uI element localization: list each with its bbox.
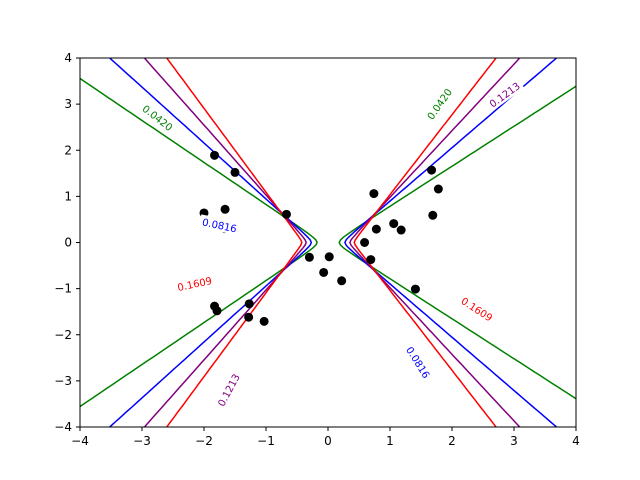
y-tick-label: 0 <box>64 236 72 250</box>
data-point <box>360 238 370 247</box>
contour-line-0.1213-left <box>143 58 308 427</box>
x-tick-label: −2 <box>195 434 213 448</box>
y-axis-ticks: −4 −3 −2 −1 0 1 2 3 4 <box>54 51 80 434</box>
data-point <box>428 210 438 220</box>
x-tick-label: −4 <box>71 434 89 448</box>
contour-line-0.1213-right <box>349 58 521 427</box>
y-tick-label: −2 <box>54 328 72 342</box>
data-point <box>427 165 437 175</box>
data-point <box>366 255 376 265</box>
contour-line-0.0420-right <box>338 85 576 400</box>
data-point <box>304 252 314 262</box>
contour-line-0.0816-right <box>344 58 558 427</box>
x-tick-label: 2 <box>448 434 456 448</box>
data-point <box>259 316 269 326</box>
y-tick-label: −4 <box>54 420 72 434</box>
data-point <box>371 224 381 234</box>
data-point <box>210 150 220 160</box>
data-point <box>410 284 420 294</box>
data-point <box>244 299 254 309</box>
data-point <box>389 219 399 229</box>
data-point <box>212 306 222 316</box>
data-point <box>324 252 334 262</box>
y-tick-label: 2 <box>64 143 72 157</box>
y-tick-label: −1 <box>54 282 72 296</box>
data-point <box>337 276 347 286</box>
x-tick-label: 3 <box>510 434 518 448</box>
x-tick-label: 1 <box>386 434 394 448</box>
x-tick-label: −3 <box>133 434 151 448</box>
x-tick-label: 4 <box>572 434 580 448</box>
contour-line-0.1609-right <box>353 58 497 427</box>
data-point <box>396 225 406 235</box>
y-tick-label: 3 <box>64 97 72 111</box>
data-point <box>319 267 329 277</box>
contour-lines <box>80 58 576 427</box>
data-point <box>220 204 230 214</box>
x-tick-label: 0 <box>324 434 332 448</box>
contour-line-0.0420-left <box>80 77 318 408</box>
data-point <box>369 189 379 199</box>
contour-line-0.1609-left <box>165 58 303 427</box>
x-axis-ticks: −4 −3 −2 −1 0 1 2 3 4 <box>71 427 580 448</box>
x-tick-label: −1 <box>257 434 275 448</box>
data-point <box>433 184 443 194</box>
y-tick-label: −3 <box>54 374 72 388</box>
contour-line-0.0816-left <box>108 58 313 427</box>
data-point <box>281 209 291 219</box>
y-tick-label: 4 <box>64 51 72 65</box>
data-point <box>244 312 254 322</box>
y-tick-label: 1 <box>64 189 72 203</box>
data-point <box>230 167 240 177</box>
